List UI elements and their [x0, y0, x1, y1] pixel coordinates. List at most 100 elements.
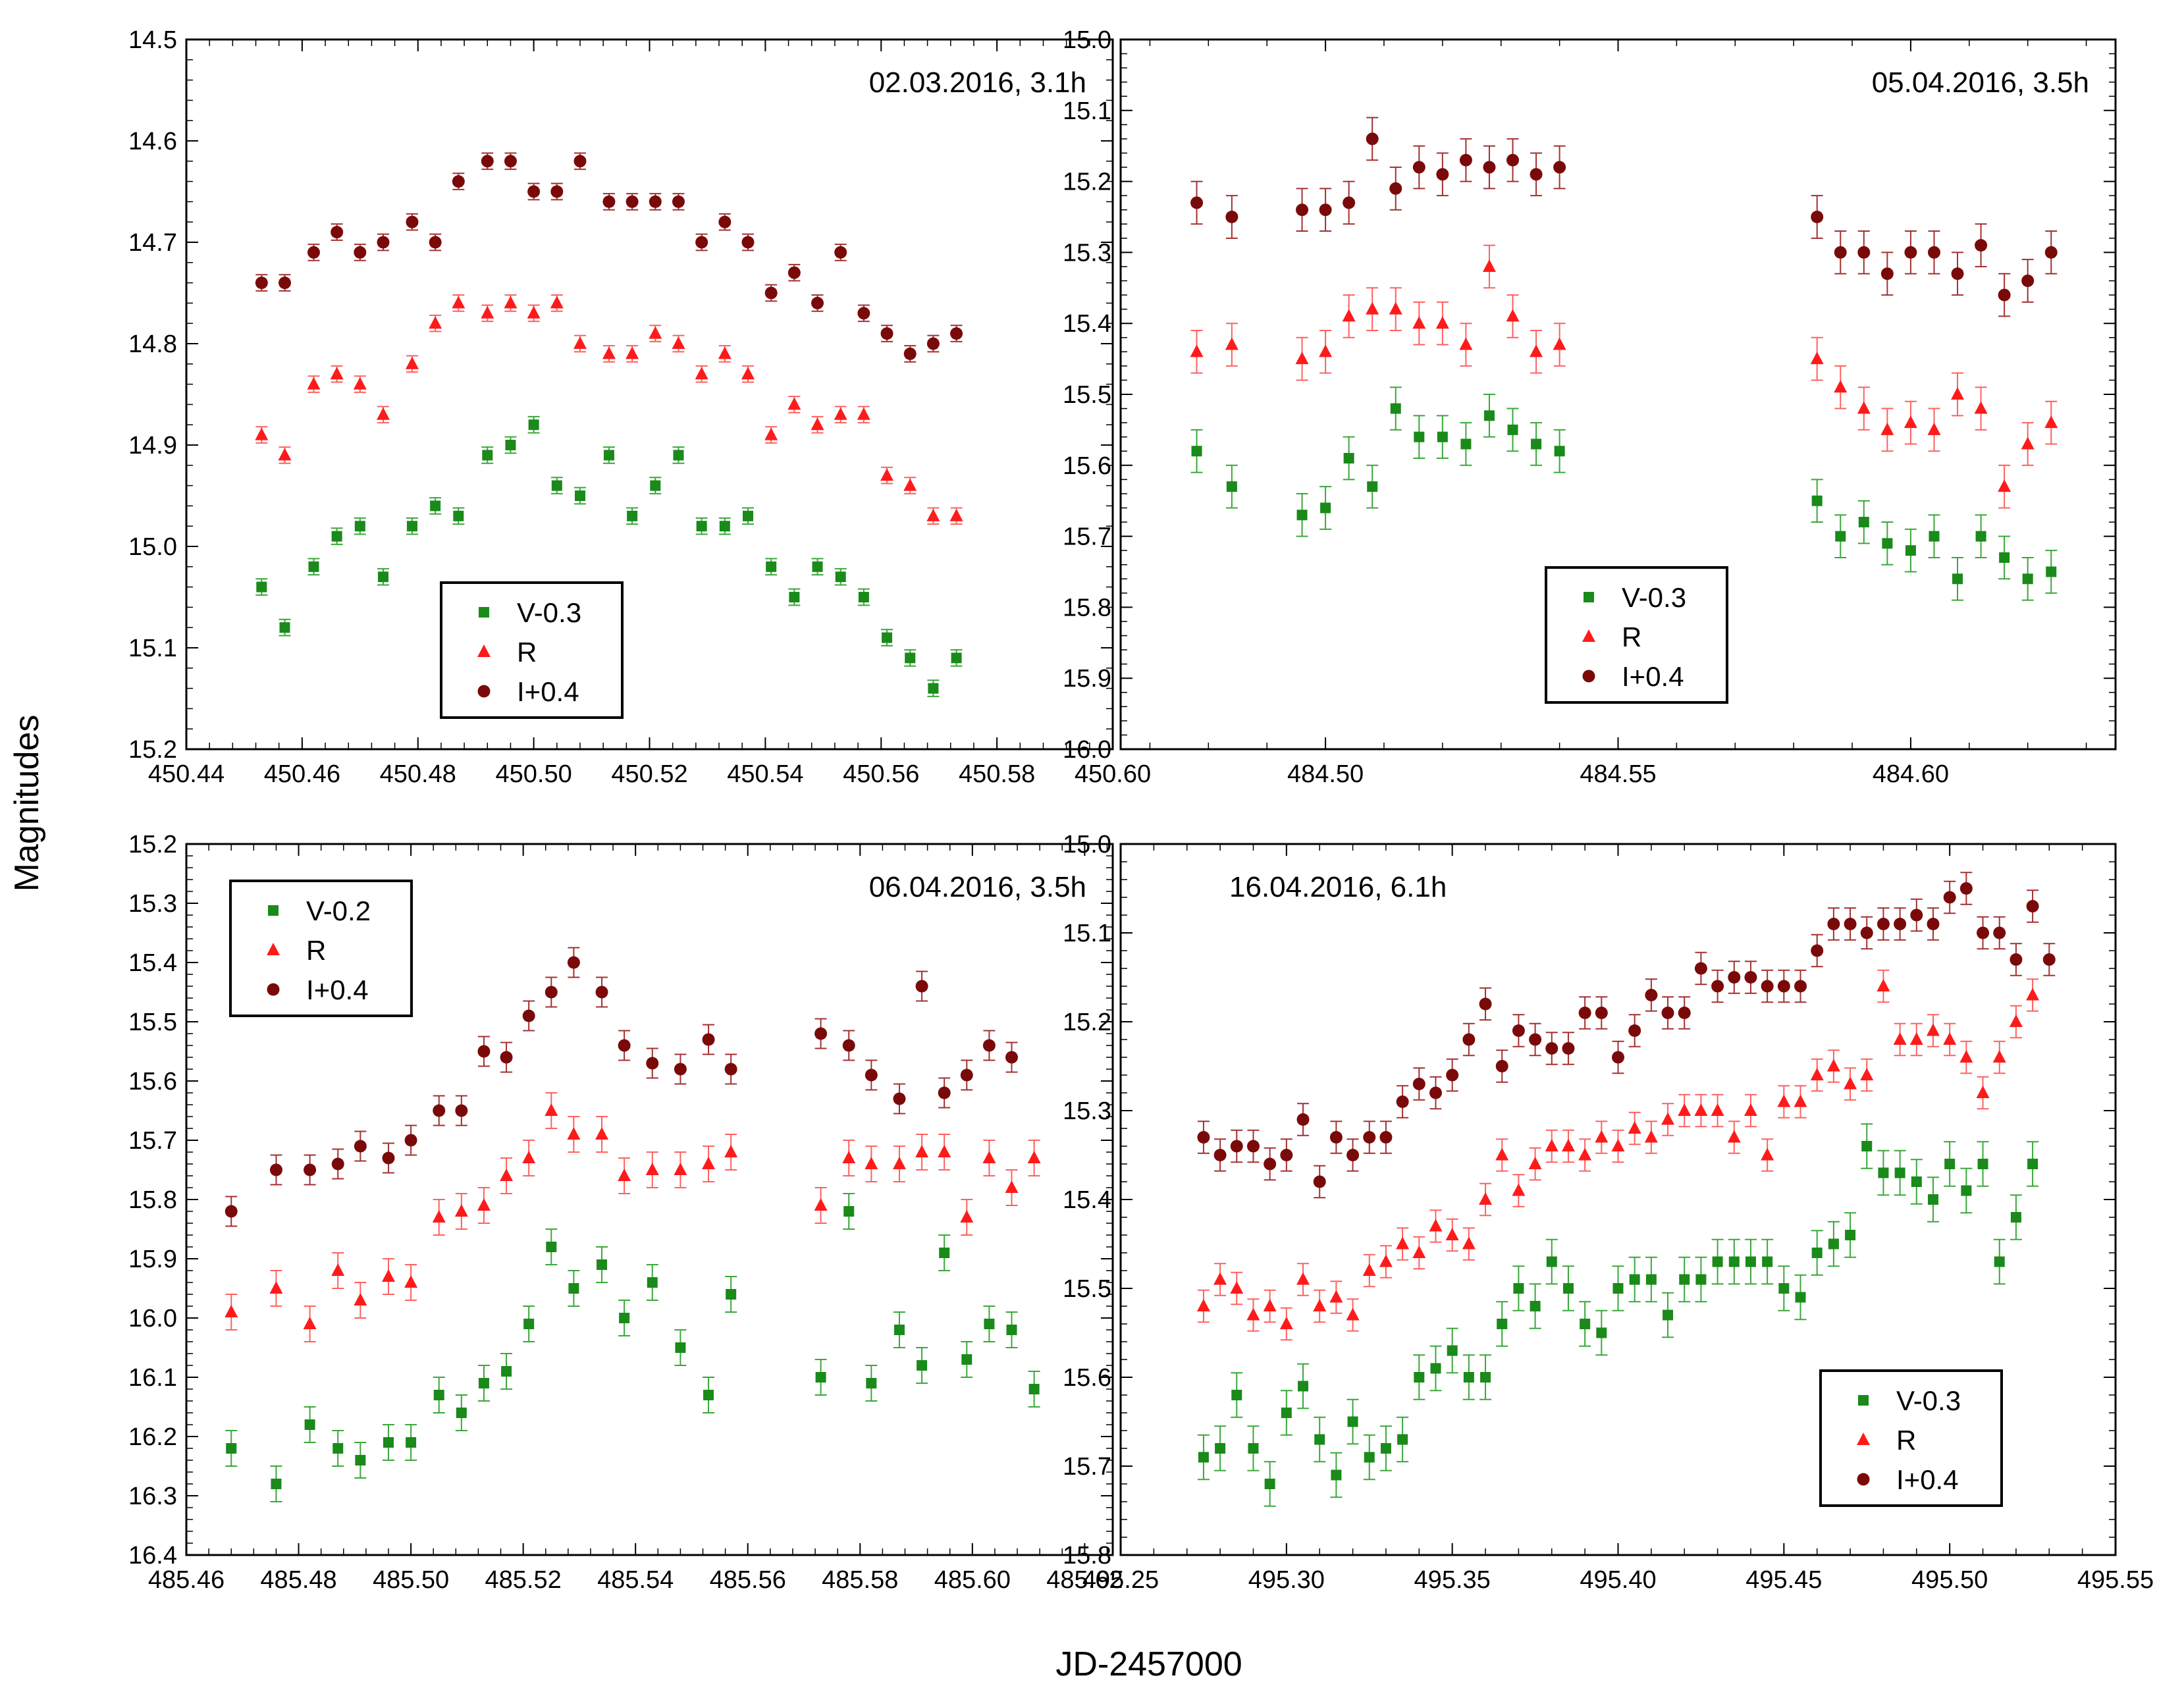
data-point-v [501, 1366, 512, 1377]
data-point-r [1230, 1281, 1244, 1294]
series-r [255, 294, 963, 525]
data-point-i [857, 307, 870, 320]
data-point-v [1663, 1309, 1674, 1321]
data-point-i [1857, 246, 1871, 259]
data-point-v [858, 592, 869, 602]
y-tick-label: 15.5 [128, 1009, 177, 1036]
data-point-r [1412, 316, 1426, 329]
y-tick-label: 15.9 [1063, 665, 1111, 693]
data-point-r [741, 367, 755, 380]
data-point-r [602, 346, 616, 359]
data-point-i [811, 296, 824, 309]
data-point-v [1712, 1256, 1723, 1267]
data-point-i [1880, 267, 1894, 280]
data-point-v [1343, 453, 1354, 464]
y-tick-label: 15.7 [1063, 523, 1111, 551]
legend-marker-r [477, 645, 491, 657]
data-point-v [835, 571, 846, 583]
data-point-r [842, 1151, 856, 1163]
x-tick-label: 485.46 [148, 1566, 225, 1594]
data-point-i [1396, 1095, 1409, 1108]
data-point-v [1331, 1469, 1342, 1481]
data-point-v [619, 1313, 630, 1323]
data-point-v [1944, 1159, 1956, 1169]
data-point-v [1507, 424, 1518, 435]
data-point-r [303, 1317, 317, 1329]
data-point-v [647, 1277, 658, 1288]
data-point-v [1952, 573, 1963, 585]
data-point-v [406, 521, 417, 532]
data-point-v [1977, 1159, 1988, 1169]
data-point-i [354, 1140, 367, 1153]
data-point-v [696, 521, 707, 532]
data-point-i [1834, 246, 1847, 259]
data-point-i [1512, 1024, 1525, 1037]
data-point-r [1362, 1263, 1376, 1276]
data-point-r [1528, 1157, 1542, 1169]
data-point-v [1513, 1283, 1524, 1294]
data-point-v [961, 1354, 972, 1365]
data-point-i [331, 1157, 344, 1171]
data-point-v [1231, 1390, 1242, 1400]
legend-label-v: V-0.3 [1622, 582, 1686, 613]
data-point-i [452, 175, 465, 188]
data-point-r [1512, 1183, 1526, 1196]
data-point-r [1462, 1236, 1476, 1250]
y-tick-label: 15.6 [1063, 1364, 1111, 1392]
data-point-r [1611, 1139, 1625, 1151]
data-point-v [1554, 446, 1565, 457]
x-tick-label: 485.58 [822, 1566, 898, 1594]
data-point-v [1530, 1301, 1541, 1311]
series-i [1190, 117, 2058, 317]
legend-box [1545, 566, 1728, 704]
data-point-r [1992, 1050, 2006, 1063]
y-tick-label: 15.2 [1063, 169, 1111, 196]
y-tick-label: 15.6 [128, 1068, 177, 1095]
legend-marker-v [1584, 592, 1594, 602]
data-point-v [1430, 1363, 1441, 1374]
data-point-r [1943, 1032, 1957, 1045]
data-point-i [626, 195, 639, 208]
data-point-r [1826, 1059, 1840, 1072]
data-point-r [1246, 1307, 1260, 1321]
data-point-r [1661, 1112, 1675, 1125]
data-point-i [842, 1039, 855, 1052]
data-point-r [477, 1198, 491, 1211]
data-point-i [1553, 161, 1566, 174]
y-tick-label: 15.3 [1063, 239, 1111, 267]
y-tick-label: 15.3 [128, 890, 177, 918]
data-point-r [1495, 1147, 1509, 1161]
data-point-v [523, 1319, 535, 1329]
y-tick-label: 14.8 [128, 330, 177, 358]
legend-label-r: R [1622, 621, 1641, 652]
data-point-i [1412, 161, 1425, 174]
legend-marker-i [1857, 1473, 1870, 1486]
data-point-i [304, 1163, 317, 1176]
data-point-r [527, 305, 541, 319]
legend-label-i: I+0.4 [1896, 1464, 1959, 1495]
data-point-i [938, 1086, 951, 1099]
x-tick-label: 485.62 [1046, 1566, 1123, 1594]
x-tick-label: 485.48 [260, 1566, 336, 1594]
data-point-r [595, 1127, 609, 1140]
data-point-i [674, 1063, 687, 1076]
data-point-v [1927, 1194, 1938, 1205]
data-point-v [1546, 1256, 1557, 1267]
data-point-i [880, 327, 893, 340]
data-point-i [477, 1045, 491, 1058]
data-point-i [433, 1104, 446, 1117]
x-tick-label: 495.40 [1580, 1566, 1656, 1594]
data-point-v [1811, 495, 1823, 506]
data-point-i [2044, 246, 2058, 259]
data-point-v [789, 592, 800, 602]
y-tick-label: 15.1 [1063, 97, 1111, 125]
data-point-v [354, 521, 365, 532]
data-point-v [1845, 1230, 1856, 1240]
data-point-r [1578, 1147, 1592, 1161]
data-point-i [1329, 1131, 1343, 1144]
data-point-v [1447, 1345, 1458, 1356]
data-point-v [928, 683, 939, 694]
data-point-v [505, 440, 516, 450]
data-point-v [766, 561, 777, 572]
data-point-v [1580, 1319, 1591, 1329]
